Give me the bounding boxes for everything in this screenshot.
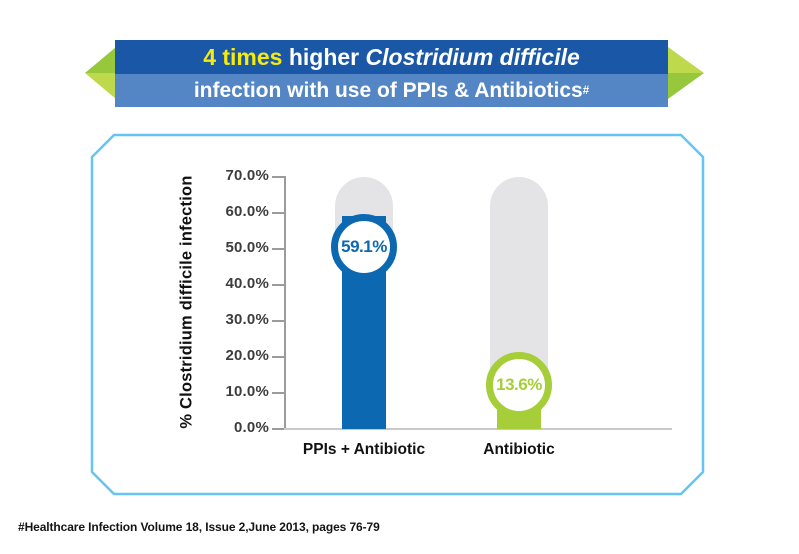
- value-badge: 13.6%: [486, 352, 552, 419]
- x-axis-line: [284, 428, 672, 430]
- y-tick-mark: [272, 212, 284, 214]
- y-tick-mark: [272, 428, 284, 430]
- banner-title-line1: 4 times higher Clostridium difficile: [115, 40, 668, 74]
- y-tick-mark: [272, 392, 284, 394]
- y-tick-mark: [272, 248, 284, 250]
- y-tick-label: 10.0%: [225, 383, 269, 400]
- y-tick-label: 70.0%: [225, 167, 269, 184]
- y-tick-label: 20.0%: [225, 347, 269, 364]
- x-category-label: PPIs + Antibiotic: [302, 441, 426, 458]
- y-tick-label: 0.0%: [234, 419, 269, 436]
- banner-line2-text: infection with use of PPIs & Antibiotics: [193, 78, 583, 102]
- y-tick-mark: [272, 284, 284, 286]
- y-tick-mark: [272, 356, 284, 358]
- y-tick-mark: [272, 320, 284, 322]
- citation-footnote: #Healthcare Infection Volume 18, Issue 2…: [18, 520, 380, 534]
- y-tick-label: 60.0%: [225, 203, 269, 220]
- x-category-label: Antibiotic: [483, 441, 555, 458]
- banner-highlight-text: 4 times: [203, 43, 283, 70]
- y-tick-label: 50.0%: [225, 239, 269, 256]
- y-tick-label: 30.0%: [225, 311, 269, 328]
- y-axis-line: [284, 176, 286, 429]
- banner-right-arrow-icon: [668, 47, 704, 99]
- banner-left-arrow-icon: [85, 47, 116, 99]
- y-tick-mark: [272, 176, 284, 178]
- y-tick-label: 40.0%: [225, 275, 269, 292]
- banner-title-line2: infection with use of PPIs & Antibiotics…: [115, 74, 668, 107]
- banner-italic-text: Clostridium difficile: [365, 43, 580, 70]
- banner-normal-text: higher: [282, 43, 366, 70]
- value-badge: 59.1%: [331, 213, 397, 280]
